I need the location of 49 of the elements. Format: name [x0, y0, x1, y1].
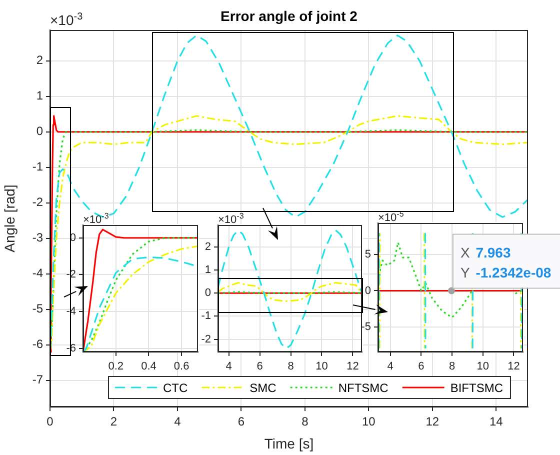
- x-tick-label: 6: [256, 360, 263, 373]
- y-tick-label: 2: [204, 240, 211, 253]
- x-tick-label: 8: [448, 360, 456, 373]
- y-tick-label: 0: [36, 124, 44, 138]
- y-tick-label: -4: [32, 266, 44, 280]
- x-axis-title: Time [s]: [264, 435, 314, 452]
- legend-label: SMC: [250, 380, 277, 395]
- line-series: [218, 230, 362, 350]
- x-tick-label: 8: [302, 414, 309, 429]
- x-tick-label: 0.2: [108, 360, 124, 373]
- y-tick-label: -3: [32, 230, 44, 245]
- x-tick-label: 6: [418, 360, 424, 373]
- legend-label: NFTSMC: [338, 380, 389, 395]
- x-tick-label: 4: [174, 414, 182, 429]
- y-tick-label: -6: [32, 337, 44, 352]
- annotation: X 7.963 Y -1.2342e-08: [460, 244, 552, 281]
- y-tick-label: 0: [364, 284, 371, 297]
- x-tick-label: 12: [508, 360, 520, 373]
- x-tick-label: 8: [288, 360, 294, 373]
- x-tick-label: 12: [426, 414, 440, 429]
- x-tick-label: 10: [476, 360, 490, 373]
- y-tick-label: 1: [36, 88, 44, 103]
- y-tick-label: -1: [32, 160, 44, 174]
- y-tick-label: -2: [201, 333, 211, 346]
- line-series: [218, 282, 362, 302]
- x-tick-label: 12: [346, 360, 359, 373]
- x-tick-label: 4: [226, 360, 232, 373]
- y-tick-label: 0: [204, 287, 211, 300]
- y-tick-label: 2: [36, 53, 44, 68]
- y-tick-label: -7: [32, 372, 44, 387]
- y-tick-label: -2: [32, 195, 44, 210]
- chart-title: Error angle of joint 2: [220, 8, 358, 24]
- y-tick-label: -5: [32, 302, 44, 316]
- y-tick-label: 5: [364, 248, 371, 261]
- x-tick-label: 0.4: [141, 360, 156, 373]
- x-tick-label: 10: [316, 360, 328, 373]
- x-tick-label: 0.6: [174, 360, 190, 373]
- y-axis-title: Angle [rad]: [1, 184, 18, 252]
- x-tick-label: 2: [110, 414, 118, 429]
- x-tick-label: 0: [46, 414, 54, 429]
- x-tick-label: 6: [238, 414, 245, 429]
- x-tick-label: 14: [489, 414, 504, 429]
- y-tick-label: -1: [201, 310, 211, 322]
- legend-label: BIFTSMC: [450, 380, 504, 395]
- y-tick-label: -5: [361, 320, 371, 333]
- legend-label: CTC: [163, 380, 188, 395]
- y-tick-label: 1: [204, 264, 211, 276]
- x-tick-label: 10: [362, 414, 376, 429]
- x-tick-label: 4: [387, 360, 394, 373]
